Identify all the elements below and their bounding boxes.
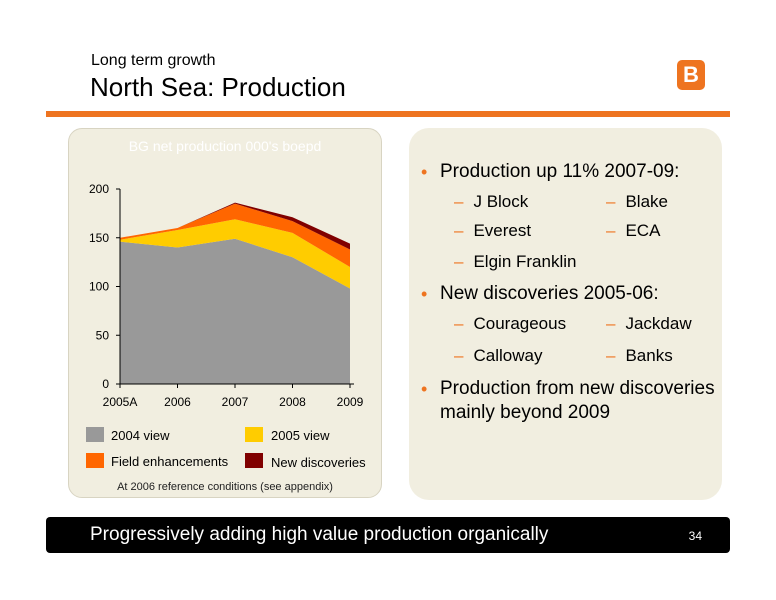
header-rule — [46, 111, 730, 117]
bottom-bar: Progressively adding high value producti… — [46, 517, 730, 553]
sub-item-everest: – Everest — [454, 221, 531, 241]
sub-item-j-block: – J Block — [454, 192, 528, 212]
legend-label-2005-view: 2005 view — [271, 428, 330, 443]
sub-item-elgin-franklin: – Elgin Franklin — [454, 252, 576, 272]
tagline: Progressively adding high value producti… — [90, 524, 549, 545]
sub-item-label: J Block — [473, 192, 529, 211]
y-tick-label: 100 — [89, 280, 109, 294]
sub-item-calloway: – Calloway — [454, 346, 542, 366]
x-tick-label: 2007 — [222, 395, 249, 409]
sub-item-label: Courageous — [473, 314, 567, 333]
sub-item-label: Blake — [625, 192, 668, 211]
bullet-text: Production from new discoveries mainly b… — [440, 378, 715, 423]
sub-item-banks: – Banks — [606, 346, 673, 366]
x-tick-label: 2006 — [164, 395, 191, 409]
sub-item-label: ECA — [625, 221, 661, 240]
highlights-panel: • Production up 11% 2007-09: – J Block – B… — [409, 128, 722, 500]
dash: – — [454, 346, 464, 365]
sub-item-courageous: – Courageous — [454, 314, 566, 334]
slide-subtitle: Long term growth — [91, 52, 216, 69]
dash: – — [454, 192, 464, 211]
area-series-2005-view — [120, 219, 350, 289]
dash: – — [454, 252, 464, 271]
legend-label-2004-view: 2004 view — [111, 428, 170, 443]
y-tick-label: 150 — [89, 231, 109, 245]
legend-swatch-new-discoveries — [245, 453, 263, 468]
dash: – — [606, 346, 616, 365]
x-tick-label: 2008 — [279, 395, 306, 409]
slide-title: North Sea: Production — [90, 72, 346, 102]
dash: – — [454, 314, 464, 333]
legend-label-field-enhancements: Field enhancements — [111, 454, 229, 469]
bullet-production-up: • Production up 11% 2007-09: — [421, 160, 720, 184]
y-tick-label: 0 — [102, 377, 109, 391]
sub-item-eca: – ECA — [606, 221, 660, 241]
sub-item-label: Jackdaw — [625, 314, 692, 333]
sub-item-jackdaw: – Jackdaw — [606, 314, 692, 334]
bullet-text: New discoveries 2005-06: — [440, 283, 659, 304]
area-series-field-enhancements — [120, 203, 350, 267]
chart-title: BG net production 000's boepd — [128, 138, 322, 154]
sub-item-blake: – Blake — [606, 192, 668, 212]
sub-item-label: Elgin Franklin — [473, 252, 577, 271]
bullet-new-discoveries: • New discoveries 2005-06: — [421, 282, 720, 306]
sub-item-label: Calloway — [473, 346, 543, 365]
bullet-new-discoveries-beyond: • Production from new discoveries mainly… — [421, 377, 725, 425]
y-tick-label: 50 — [96, 328, 110, 342]
bullet-text: Production up 11% 2007-09: — [440, 161, 680, 182]
area-series-2004-view — [120, 238, 350, 384]
production-chart: 0 50 100 150 200 2005A 2006 2007 2008 2009 — [89, 182, 364, 409]
area-series-new-discoveries — [120, 202, 350, 250]
dash: – — [606, 314, 616, 333]
bullet-dot: • — [421, 379, 428, 399]
bullet-dot: • — [421, 284, 428, 304]
bg-logo: B — [677, 60, 705, 90]
sub-item-label: Everest — [473, 221, 532, 240]
sub-item-label: Banks — [625, 346, 673, 365]
legend-swatch-field-enhancements — [86, 453, 104, 468]
y-tick-label: 200 — [89, 182, 109, 196]
dash: – — [606, 192, 616, 211]
x-tick-label: 2005A — [103, 395, 138, 409]
bullet-dot: • — [421, 162, 428, 182]
legend-swatch-2005-view — [245, 427, 263, 442]
page-number: 34 — [688, 529, 702, 543]
dash: – — [454, 221, 464, 240]
x-tick-label: 2009 — [337, 395, 364, 409]
chart-panel: BG net production 000's boepd 0 50 100 150 2… — [68, 128, 382, 498]
chart-footnote: At 2006 reference conditions (see append… — [117, 481, 333, 493]
dash: – — [606, 221, 616, 240]
legend-label-new-discoveries: New discoveries — [271, 455, 366, 470]
legend-swatch-2004-view — [86, 427, 104, 442]
